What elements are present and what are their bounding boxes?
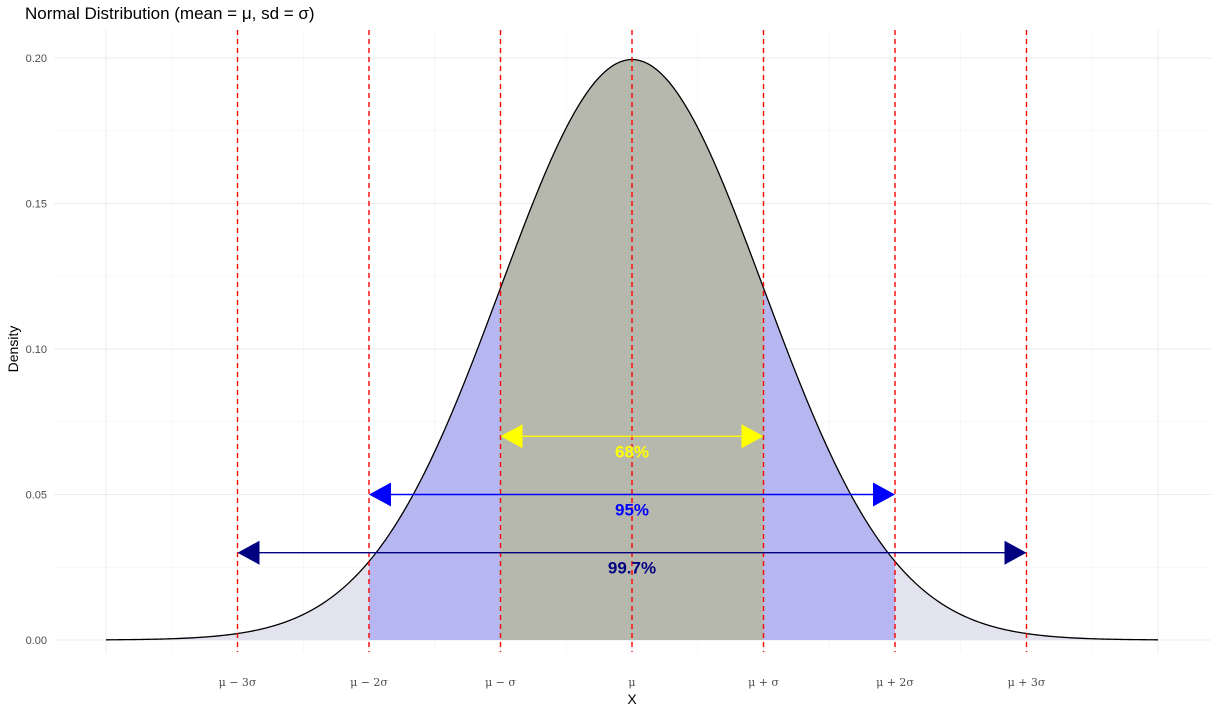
x-tick-label: μ − 2σ [350, 676, 388, 689]
x-tick-label: μ − σ [485, 676, 516, 689]
x-tick-label: μ − 3σ [219, 676, 257, 689]
x-tick-label: μ [628, 676, 635, 689]
arrow-label: 68% [615, 442, 649, 461]
y-axis-label: Density [5, 326, 21, 373]
y-tick-label: 0.10 [26, 344, 47, 356]
arrow-head-left [369, 483, 391, 507]
arrow-label: 99.7% [608, 559, 656, 578]
x-axis-label: X [627, 691, 637, 707]
y-axis-ticks: 0.00 0.05 0.10 0.15 0.20 [26, 53, 47, 647]
x-tick-label: μ + 3σ [1008, 676, 1046, 689]
x-axis-ticks: μ − 3σ μ − 2σ μ − σ μ μ + σ μ + 2σ μ + 3σ [219, 676, 1046, 689]
y-tick-label: 0.05 [26, 490, 47, 502]
arrow-head-right [1005, 541, 1027, 565]
arrow-head-left [238, 541, 260, 565]
y-tick-label: 0.15 [26, 199, 47, 211]
arrow-head-right [873, 483, 895, 507]
x-tick-label: μ + 2σ [876, 676, 914, 689]
y-tick-label: 0.00 [26, 635, 47, 647]
arrow-label: 95% [615, 501, 649, 520]
y-tick-label: 0.20 [26, 53, 47, 65]
chart-title: Normal Distribution (mean = μ, sd = σ) [25, 4, 315, 23]
x-tick-label: μ + σ [748, 676, 779, 689]
